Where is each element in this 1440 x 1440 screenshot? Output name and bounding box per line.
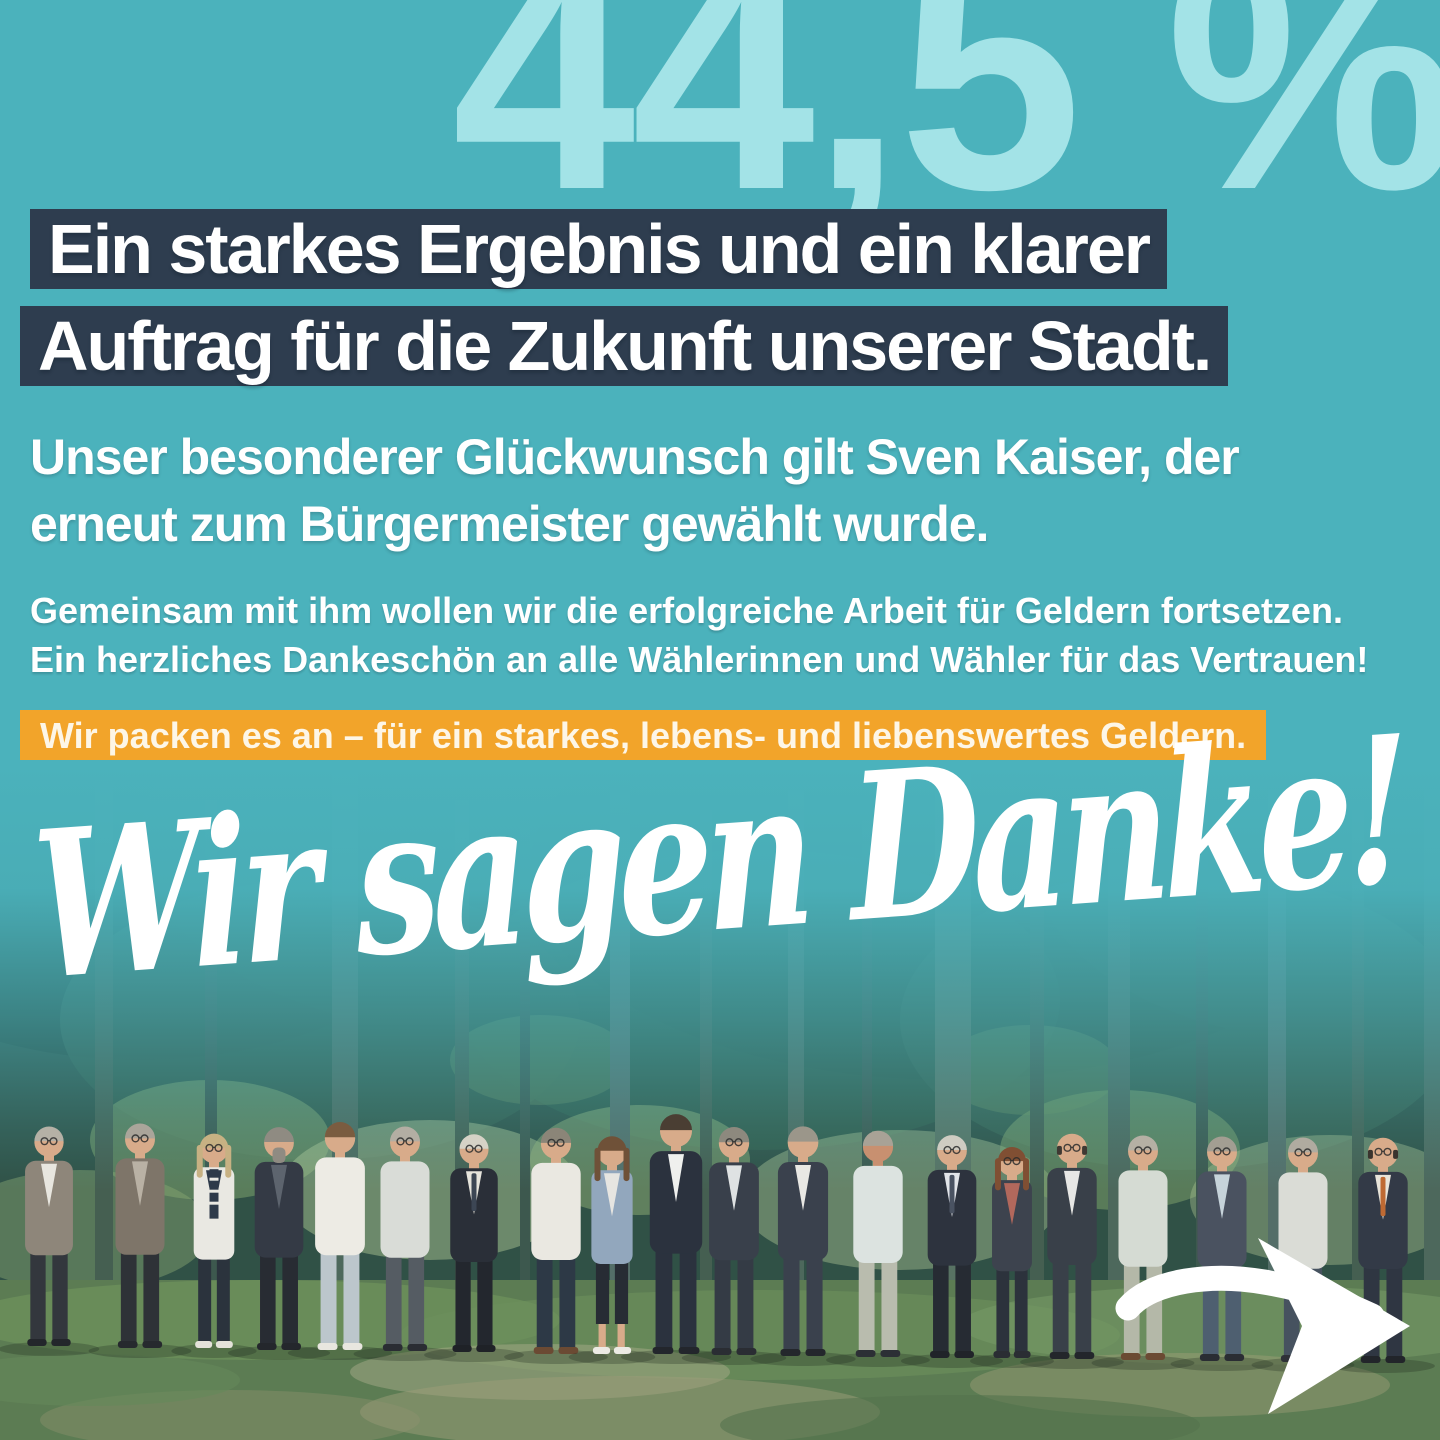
- body-line2: Ein herzliches Dankeschön an alle Wähler…: [30, 639, 1369, 680]
- highlight-text: Wir packen es an – für ein starkes, lebe…: [40, 715, 1247, 756]
- person-figure: [227, 1127, 331, 1360]
- person-figure: [88, 1123, 192, 1358]
- person-figure: [353, 1126, 457, 1361]
- person-figure: [287, 1122, 393, 1360]
- subheadline-line2: erneut zum Bürgermeister gewählt wurde.: [30, 496, 989, 552]
- highlight-banner: Wir packen es an – für ein starkes, lebe…: [20, 710, 1267, 762]
- person-figure: [681, 1127, 787, 1365]
- person-figure: [970, 1147, 1054, 1368]
- body-line1: Gemeinsam mit ihm wollen wir die erfolgr…: [30, 590, 1343, 631]
- person-figure: [826, 1130, 930, 1367]
- person-figure: [171, 1133, 257, 1358]
- person-figure: [504, 1127, 608, 1364]
- arrow-icon: [1115, 1238, 1410, 1414]
- person-figure: [1091, 1135, 1195, 1370]
- person-figure: [424, 1134, 524, 1362]
- headline-banner-line1: Ein starkes Ergebnis und ein klarer: [30, 209, 1167, 289]
- person-figure: [1170, 1136, 1274, 1371]
- person-figure: [0, 1126, 100, 1356]
- subheadline: Unser besonderer Glückwunsch gilt Sven K…: [30, 424, 1240, 558]
- person-figure: [900, 1135, 1004, 1368]
- subheadline-line1: Unser besonderer Glückwunsch gilt Sven K…: [30, 429, 1240, 485]
- result-percentage: 44,5 %: [452, 0, 1440, 258]
- teal-fade-overlay: [0, 760, 1440, 1190]
- group-photo: [0, 760, 1440, 1440]
- headline-text-line2: Auftrag für die Zukunft unserer Stadt.: [38, 307, 1212, 385]
- person-figure: [620, 1114, 732, 1364]
- person-figure: [750, 1126, 856, 1366]
- headline-banner-line2: Auftrag für die Zukunft unserer Stadt.: [20, 306, 1229, 386]
- person-figure: [1020, 1133, 1124, 1369]
- group-photo-svg: [0, 760, 1440, 1440]
- person-figure: [568, 1136, 656, 1364]
- headline-text-line1: Ein starkes Ergebnis und ein klarer: [48, 210, 1151, 288]
- body-text: Gemeinsam mit ihm wollen wir die erfolgr…: [30, 586, 1368, 684]
